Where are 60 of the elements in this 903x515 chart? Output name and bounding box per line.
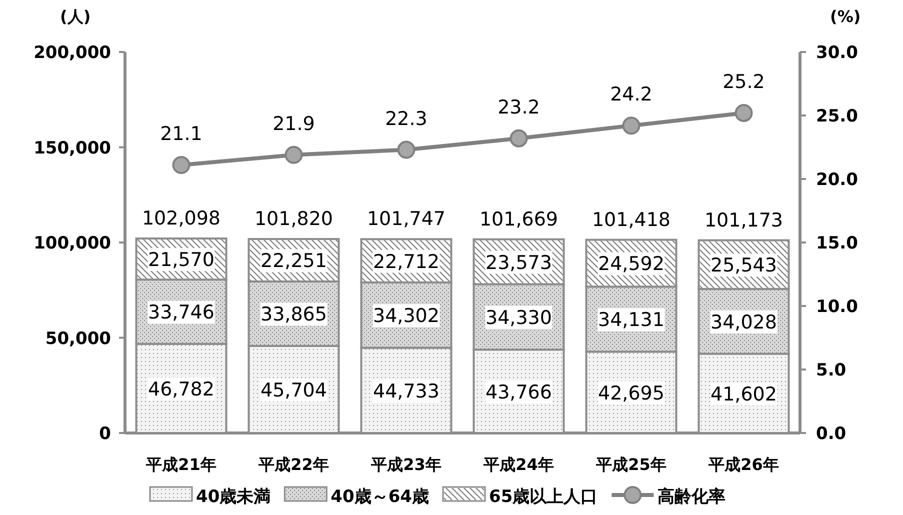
y2-tick-label: 30.0 xyxy=(816,43,858,63)
data-label: 34,302 xyxy=(373,305,440,328)
data-label: 22.3 xyxy=(385,108,428,130)
y-tick-label: 200,000 xyxy=(34,43,112,63)
data-label: 25.2 xyxy=(722,70,765,93)
x-tick-label: 平成25年 xyxy=(595,455,666,474)
y2-axis-title: (%) xyxy=(830,7,861,26)
data-label: 34,131 xyxy=(598,309,664,332)
y2-tick-label: 20.0 xyxy=(816,170,858,190)
data-label: 23.2 xyxy=(498,96,540,118)
y-tick-label: 0 xyxy=(99,424,112,444)
data-label: 25,543 xyxy=(710,254,777,277)
data-label: 21.9 xyxy=(272,112,315,135)
data-label: 21.1 xyxy=(160,123,202,146)
point xyxy=(284,146,303,164)
total-label: 101,747 xyxy=(366,208,446,230)
y-axis-title: (人) xyxy=(60,7,91,26)
data-label: 41,602 xyxy=(710,383,777,406)
total-label: 102,098 xyxy=(142,208,221,230)
data-label: 33,746 xyxy=(148,302,214,324)
total-label: 101,173 xyxy=(704,209,784,232)
data-label: 33,865 xyxy=(260,304,327,326)
y-tick-label: 150,000 xyxy=(34,138,112,158)
legend-label: 40歳未満 xyxy=(196,487,271,507)
total-label: 101,820 xyxy=(254,208,334,230)
data-label: 34,028 xyxy=(710,311,777,334)
y2-tick-label: 25.0 xyxy=(816,106,858,126)
legend-label: 40歳～64歳 xyxy=(330,487,429,507)
data-label: 46,782 xyxy=(148,378,214,400)
data-label: 21,570 xyxy=(148,249,214,272)
point xyxy=(622,116,640,135)
x-tick-label: 平成22年 xyxy=(258,455,329,474)
legend-label: 高齢化率 xyxy=(658,487,726,507)
data-label: 22,251 xyxy=(260,250,327,272)
data-label: 42,695 xyxy=(598,382,664,404)
data-label: 34,330 xyxy=(486,306,552,329)
data-label: 44,733 xyxy=(373,380,440,402)
data-label: 23,573 xyxy=(486,252,552,274)
data-label: 24,592 xyxy=(598,253,664,276)
point xyxy=(172,156,190,174)
y2-tick-label: 10.0 xyxy=(816,297,858,317)
x-tick-label: 平成24年 xyxy=(482,455,554,474)
y-tick-label: 50,000 xyxy=(45,328,112,349)
data-label: 22,712 xyxy=(373,250,440,273)
y2-tick-label: 0.0 xyxy=(816,424,846,444)
x-tick-label: 平成21年 xyxy=(145,455,216,474)
data-label: 24.2 xyxy=(610,84,652,106)
y2-tick-label: 15.0 xyxy=(816,234,858,254)
total-label: 101,669 xyxy=(479,208,558,230)
data-label: 45,704 xyxy=(260,379,327,402)
y2-tick-label: 5.0 xyxy=(816,360,846,380)
point xyxy=(510,129,528,148)
point xyxy=(397,140,416,159)
x-tick-label: 平成26年 xyxy=(708,455,779,474)
total-label: 101,418 xyxy=(592,208,671,231)
data-label: 43,766 xyxy=(486,381,552,404)
legend-label: 65歳以上人口 xyxy=(489,487,598,507)
point xyxy=(734,104,753,122)
x-tick-label: 平成23年 xyxy=(370,455,442,474)
y-tick-label: 100,000 xyxy=(34,234,112,254)
